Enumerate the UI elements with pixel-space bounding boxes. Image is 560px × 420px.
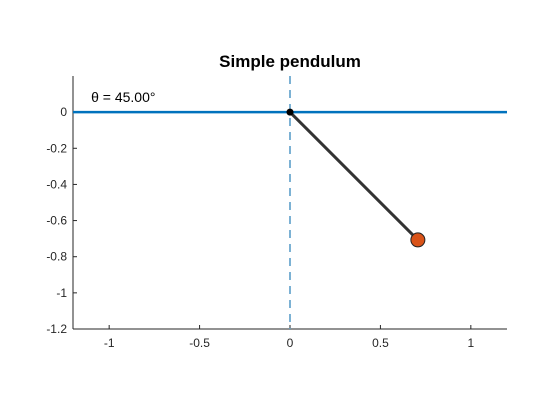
pendulum-pivot [286,108,294,116]
y-tick-label: 0 [60,105,67,119]
y-tick-label: -0.4 [46,177,67,191]
x-tick-label: 0 [287,336,294,350]
y-tick-label: -0.8 [46,250,67,264]
pendulum-rod [288,111,419,241]
chart-title: Simple pendulum [219,52,361,71]
y-tick-label: -1 [56,286,67,300]
y-tick-label: -0.2 [46,141,67,155]
angle-annotation: θ = 45.00° [91,89,155,105]
plot-area: -1 -0.5 0 0.5 1 0 -0.2 -0.4 -0.6 -0.8 -1 -1.2 θ = 45… [46,76,507,350]
y-tick-label: -0.6 [46,214,67,228]
pendulum-bob [410,232,426,248]
x-tick-label: -1 [104,336,115,350]
y-tick-label: -1.2 [46,322,67,336]
x-tick-label: 0.5 [372,336,389,350]
x-tick-label: 1 [467,336,474,350]
x-tick-label: -0.5 [189,336,210,350]
